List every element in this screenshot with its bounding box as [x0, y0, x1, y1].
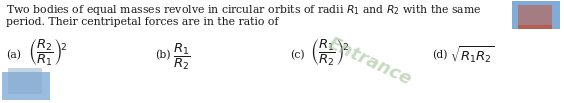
- Text: (b): (b): [155, 50, 171, 60]
- Text: $\left(\dfrac{R_2}{R_1}\right)^{\!2}$: $\left(\dfrac{R_2}{R_1}\right)^{\!2}$: [28, 38, 67, 68]
- FancyBboxPatch shape: [514, 3, 556, 25]
- Text: (d): (d): [432, 50, 447, 60]
- Text: period. Their centripetal forces are in the ratio of: period. Their centripetal forces are in …: [6, 17, 279, 27]
- Text: (a): (a): [6, 50, 21, 60]
- Text: Entrance: Entrance: [325, 35, 415, 89]
- FancyBboxPatch shape: [2, 72, 50, 100]
- Text: (c): (c): [290, 50, 305, 60]
- FancyBboxPatch shape: [518, 5, 552, 29]
- Text: $\dfrac{R_1}{R_2}$: $\dfrac{R_1}{R_2}$: [173, 42, 191, 72]
- FancyBboxPatch shape: [8, 68, 42, 94]
- Text: $\sqrt{R_1 R_2}$: $\sqrt{R_1 R_2}$: [450, 45, 495, 66]
- Text: $\left(\dfrac{R_1}{R_2}\right)^{\!2}$: $\left(\dfrac{R_1}{R_2}\right)^{\!2}$: [310, 38, 349, 68]
- FancyBboxPatch shape: [512, 1, 560, 29]
- Text: Two bodies of equal masses revolve in circular orbits of radii $R_1$ and $R_2$ w: Two bodies of equal masses revolve in ci…: [6, 3, 482, 17]
